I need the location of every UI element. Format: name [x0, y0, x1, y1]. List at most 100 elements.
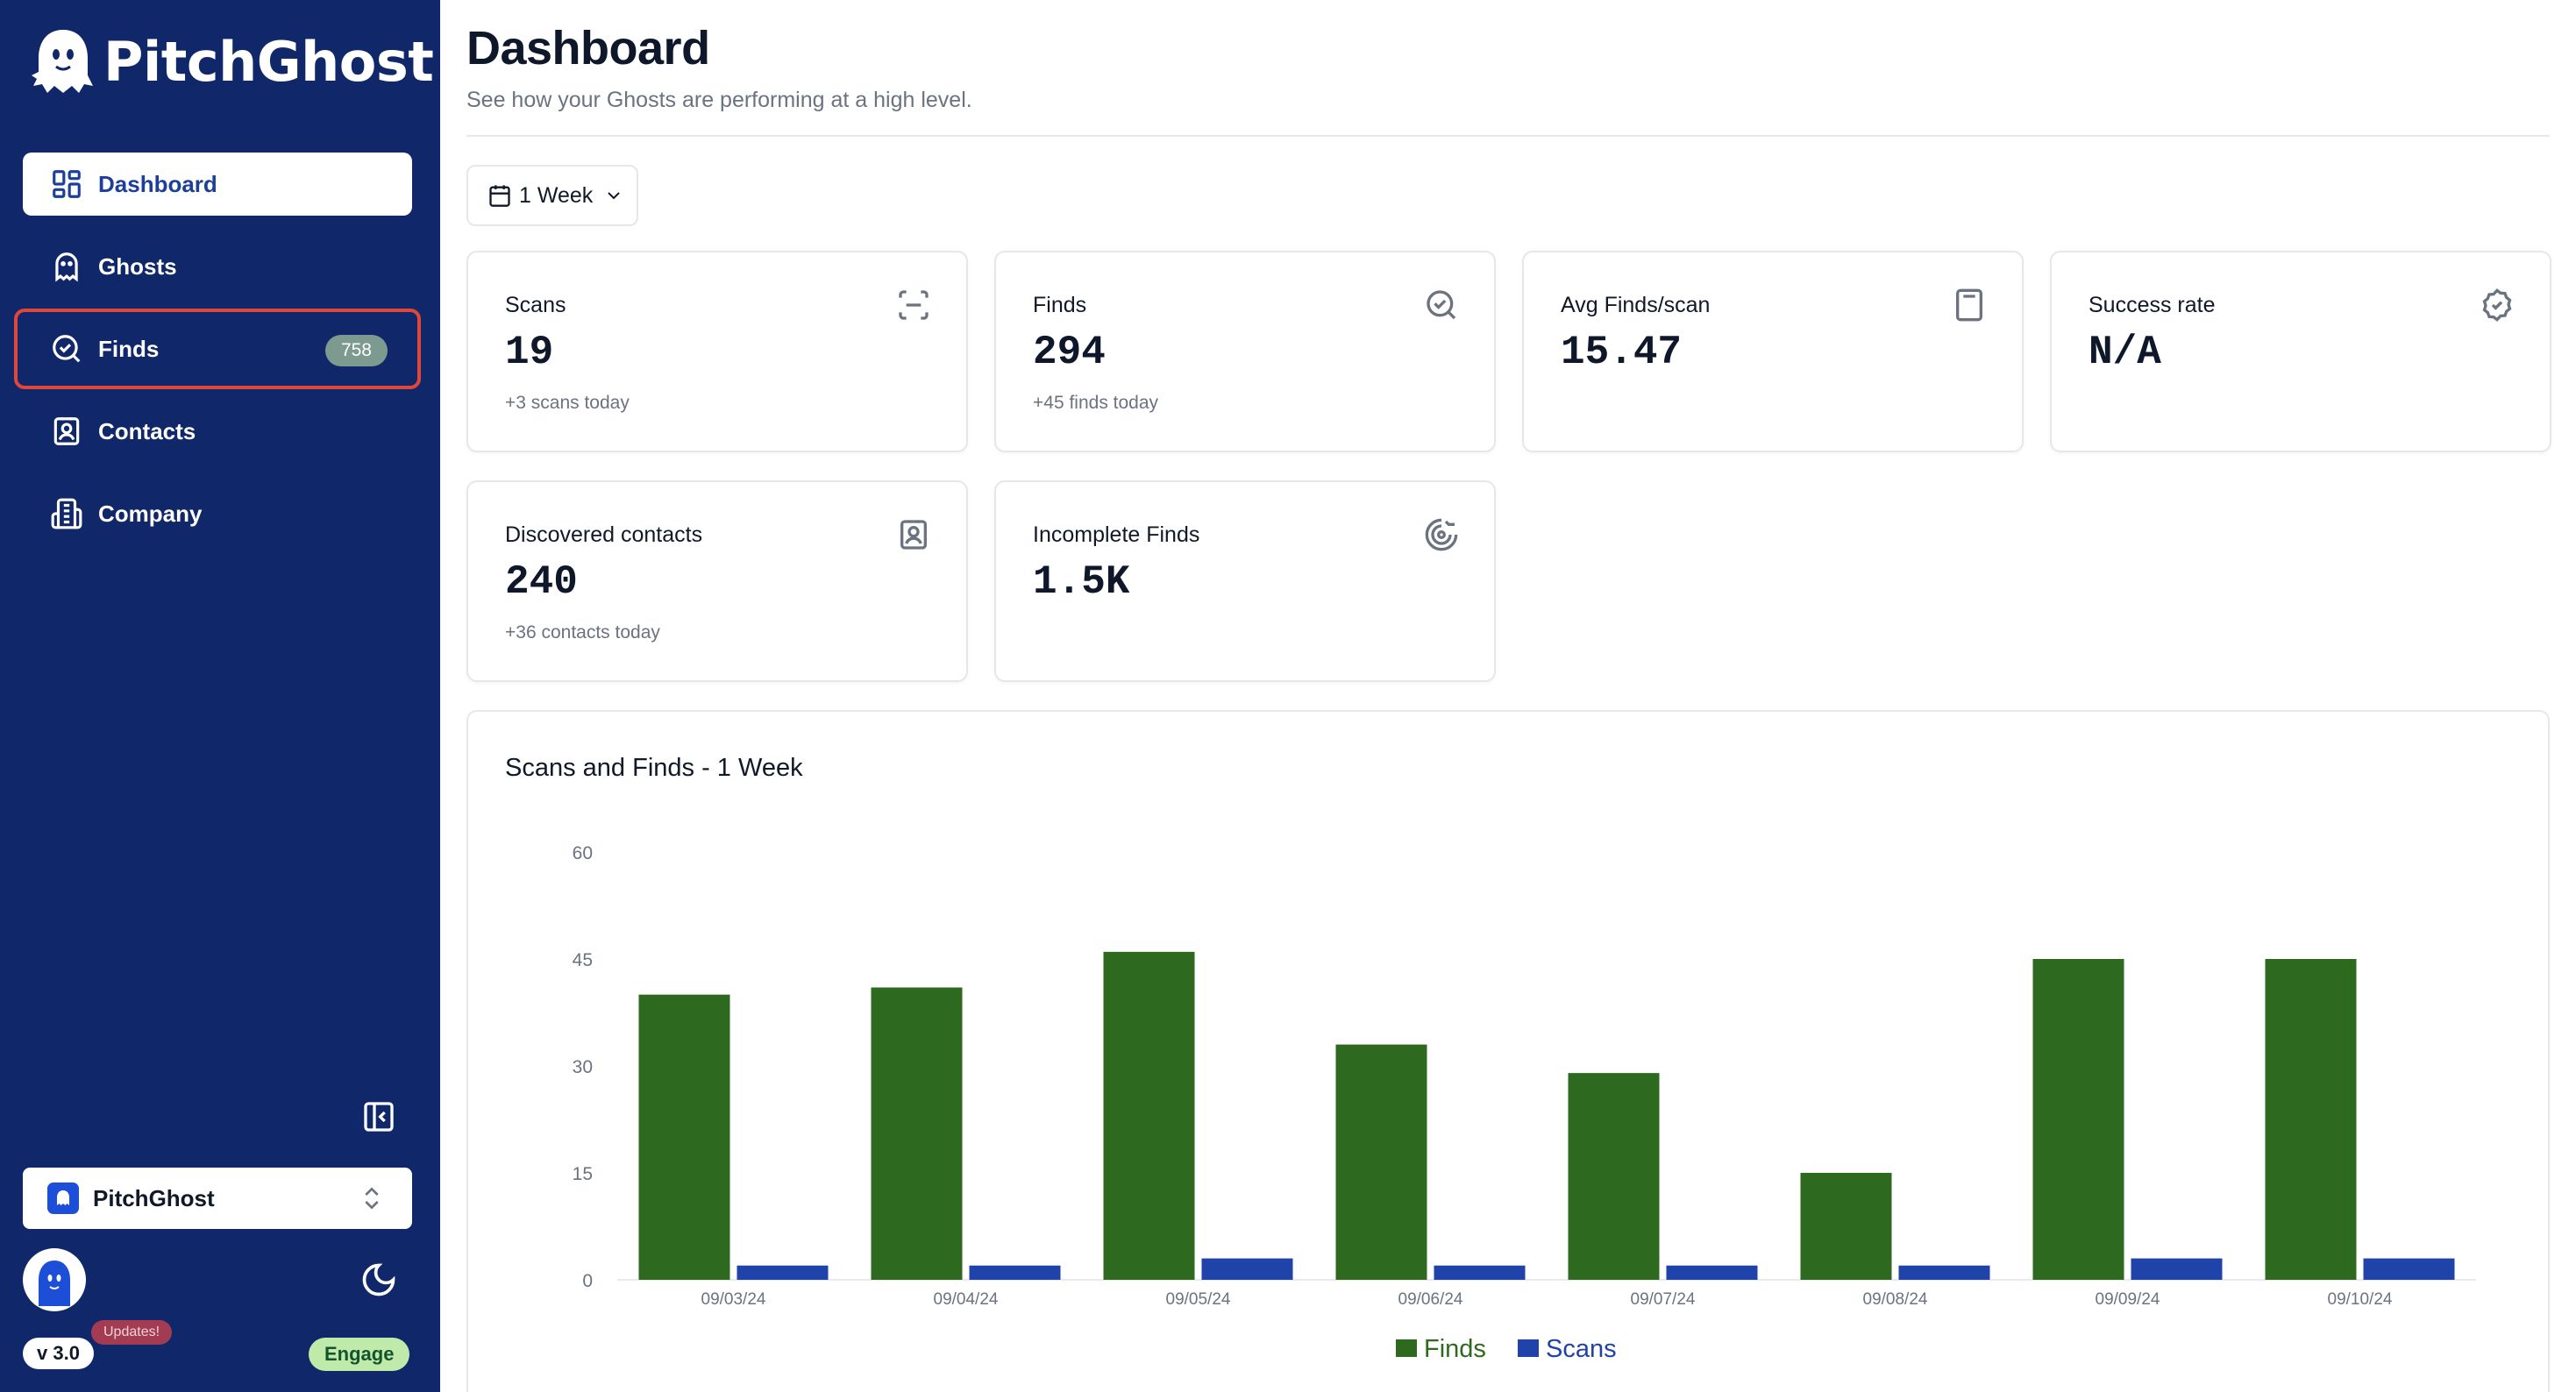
sidebar-item-company[interactable]: Company [23, 482, 412, 545]
stat-label: Success rate [2089, 293, 2216, 317]
brand-name: PitchGhost [103, 29, 434, 94]
search-check-icon [1427, 290, 1456, 320]
sidebar-item-contacts[interactable]: Contacts [23, 400, 412, 463]
stat-subtext: +3 scans today [505, 393, 630, 413]
sidebar-item-label: Ghosts [98, 252, 177, 280]
sidebar-nav: Dashboard Ghosts Finds 758 Contacts Co [14, 153, 421, 565]
legend-label: Finds [1424, 1335, 1486, 1363]
x-tick-label: 09/10/24 [2328, 1290, 2393, 1309]
version-badge[interactable]: v 3.0 [23, 1338, 94, 1369]
legend-swatch [1396, 1339, 1417, 1357]
header-divider [466, 135, 2550, 137]
collapse-sidebar-button[interactable] [361, 1099, 396, 1134]
finds-count-badge: 758 [324, 335, 388, 366]
moon-icon [362, 1263, 395, 1296]
bar-finds [2032, 959, 2124, 1280]
y-tick-label: 60 [573, 843, 593, 863]
chart-title: Scans and Finds - 1 Week [505, 754, 803, 782]
bar-finds [1335, 1044, 1427, 1280]
page-subtitle: See how your Ghosts are performing at a … [466, 88, 972, 112]
sidebar-item-label: Contacts [98, 417, 196, 444]
bar-scans [1201, 1258, 1293, 1280]
sidebar-item-label: Company [98, 500, 203, 527]
x-tick-label: 09/07/24 [1631, 1290, 1696, 1309]
brand-logo[interactable]: PitchGhost [30, 26, 434, 96]
stat-card-incomplete-finds: Incomplete Finds 1.5K [994, 480, 1496, 682]
bar-scans [2363, 1258, 2455, 1280]
legend-label: Scans [1546, 1335, 1617, 1363]
y-tick-label: 45 [573, 950, 593, 970]
theme-toggle[interactable] [359, 1261, 398, 1299]
stat-value: N/A [2089, 330, 2161, 375]
stat-label: Finds [1033, 293, 1087, 317]
x-tick-label: 09/04/24 [934, 1290, 999, 1309]
legend-swatch [1518, 1339, 1539, 1357]
ghost-logo-icon [32, 30, 93, 93]
organization-select[interactable]: PitchGhost [23, 1168, 412, 1229]
scans-finds-bar-chart: 0 15 30 45 60 09/03/24 09/04/24 09/05/24 09/06/2… [573, 843, 2476, 1363]
date-range-label: 1 Week [519, 182, 594, 208]
y-tick-label: 0 [582, 1271, 593, 1291]
ghost-avatar-icon [39, 1261, 70, 1306]
panel-left-close-icon [364, 1102, 394, 1132]
sidebar-item-ghosts[interactable]: Ghosts [23, 235, 412, 298]
stat-label: Incomplete Finds [1033, 522, 1200, 547]
scan-icon [899, 290, 929, 320]
date-range-select[interactable]: 1 Week [466, 165, 638, 226]
bar-scans [737, 1265, 829, 1280]
stat-subtext: +36 contacts today [505, 622, 660, 643]
dashboard-icon [49, 167, 84, 202]
x-tick-label: 09/05/24 [1166, 1290, 1231, 1309]
calendar-icon [489, 185, 510, 207]
bar-finds [1800, 1173, 1892, 1280]
stat-card-scans: Scans 19 +3 scans today [466, 251, 968, 452]
engage-button[interactable]: Engage [309, 1338, 410, 1371]
stat-label: Avg Finds/scan [1561, 293, 1711, 317]
x-tick-label: 09/09/24 [2096, 1290, 2160, 1309]
y-tick-label: 30 [573, 1057, 593, 1077]
sidebar-item-finds[interactable]: Finds 758 [14, 309, 421, 389]
search-check-icon [49, 331, 84, 366]
scans-finds-chart-card: Scans and Finds - 1 Week 0 15 30 45 60 09/03/… [466, 710, 2550, 1392]
bar-scans [2131, 1258, 2223, 1280]
bar-finds [2265, 959, 2357, 1280]
stat-value: 1.5K [1033, 559, 1130, 605]
bar-finds [1568, 1073, 1660, 1280]
progress-icon [1425, 518, 1458, 551]
stat-card-discovered-contacts: Discovered contacts 240 +36 contacts tod… [466, 480, 968, 682]
contact-icon [49, 414, 84, 449]
stat-card-finds: Finds 294 +45 finds today [994, 251, 1496, 452]
bar-finds [1103, 951, 1195, 1280]
stat-label: Discovered contacts [505, 522, 703, 547]
sidebar-item-dashboard[interactable]: Dashboard [23, 153, 412, 216]
bar-finds [871, 987, 963, 1280]
stat-value: 19 [505, 330, 554, 375]
x-tick-label: 09/03/24 [701, 1290, 766, 1309]
bar-scans [1898, 1265, 1990, 1280]
contact-icon [900, 520, 927, 550]
sidebar: PitchGhost Dashboard Ghosts Finds 758 [0, 0, 440, 1392]
x-tick-label: 09/06/24 [1398, 1290, 1463, 1309]
org-name: PitchGhost [93, 1184, 215, 1211]
badge-check-icon [2482, 288, 2512, 322]
bar-scans [969, 1265, 1061, 1280]
bar-finds [638, 994, 730, 1280]
stat-value: 240 [505, 559, 578, 605]
stat-card-success-rate: Success rate N/A [2050, 251, 2551, 452]
building-icon [49, 496, 84, 531]
stat-card-avg-finds: Avg Finds/scan 15.47 [1522, 251, 2024, 452]
updates-badge[interactable]: Updates! [91, 1320, 173, 1345]
user-avatar[interactable] [23, 1248, 86, 1311]
page-title: Dashboard [466, 22, 710, 75]
y-tick-label: 15 [573, 1164, 593, 1184]
stat-label: Scans [505, 293, 566, 317]
calculator-icon [1956, 288, 1982, 322]
sidebar-item-label: Finds [98, 335, 160, 362]
bar-scans [1434, 1265, 1526, 1280]
chevrons-up-down-icon [365, 1187, 379, 1210]
x-tick-label: 09/08/24 [1863, 1290, 1928, 1309]
chevron-down-icon [608, 192, 621, 200]
ghost-icon [49, 249, 84, 284]
stat-subtext: +45 finds today [1033, 393, 1159, 413]
bar-scans [1666, 1265, 1758, 1280]
